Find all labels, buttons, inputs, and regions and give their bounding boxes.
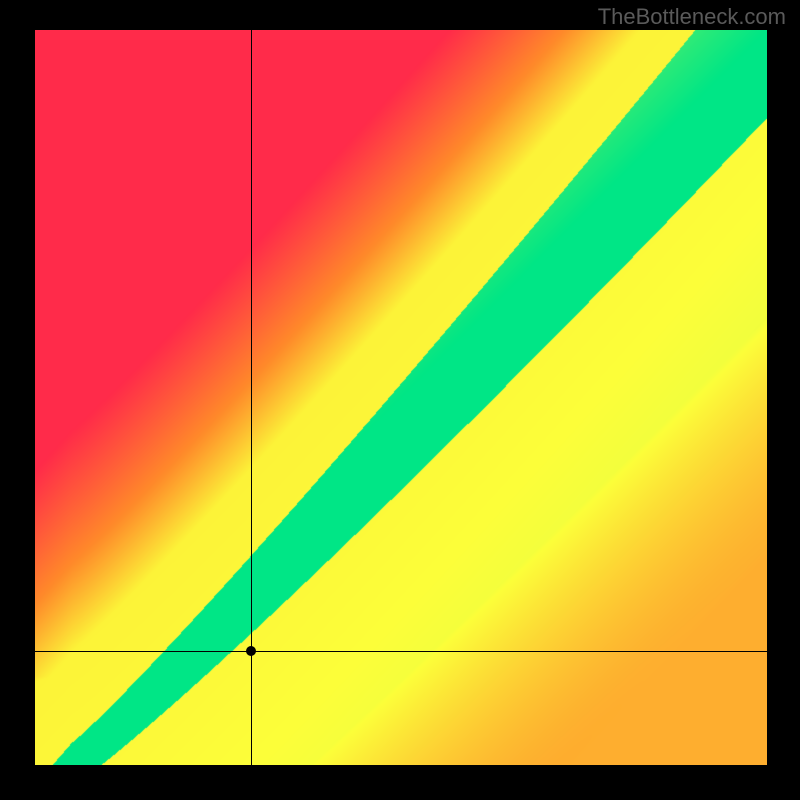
heatmap-plot [35, 30, 767, 765]
crosshair-horizontal [35, 651, 767, 652]
watermark-text: TheBottleneck.com [598, 4, 786, 30]
marker-dot [246, 646, 256, 656]
heatmap-canvas [35, 30, 767, 765]
